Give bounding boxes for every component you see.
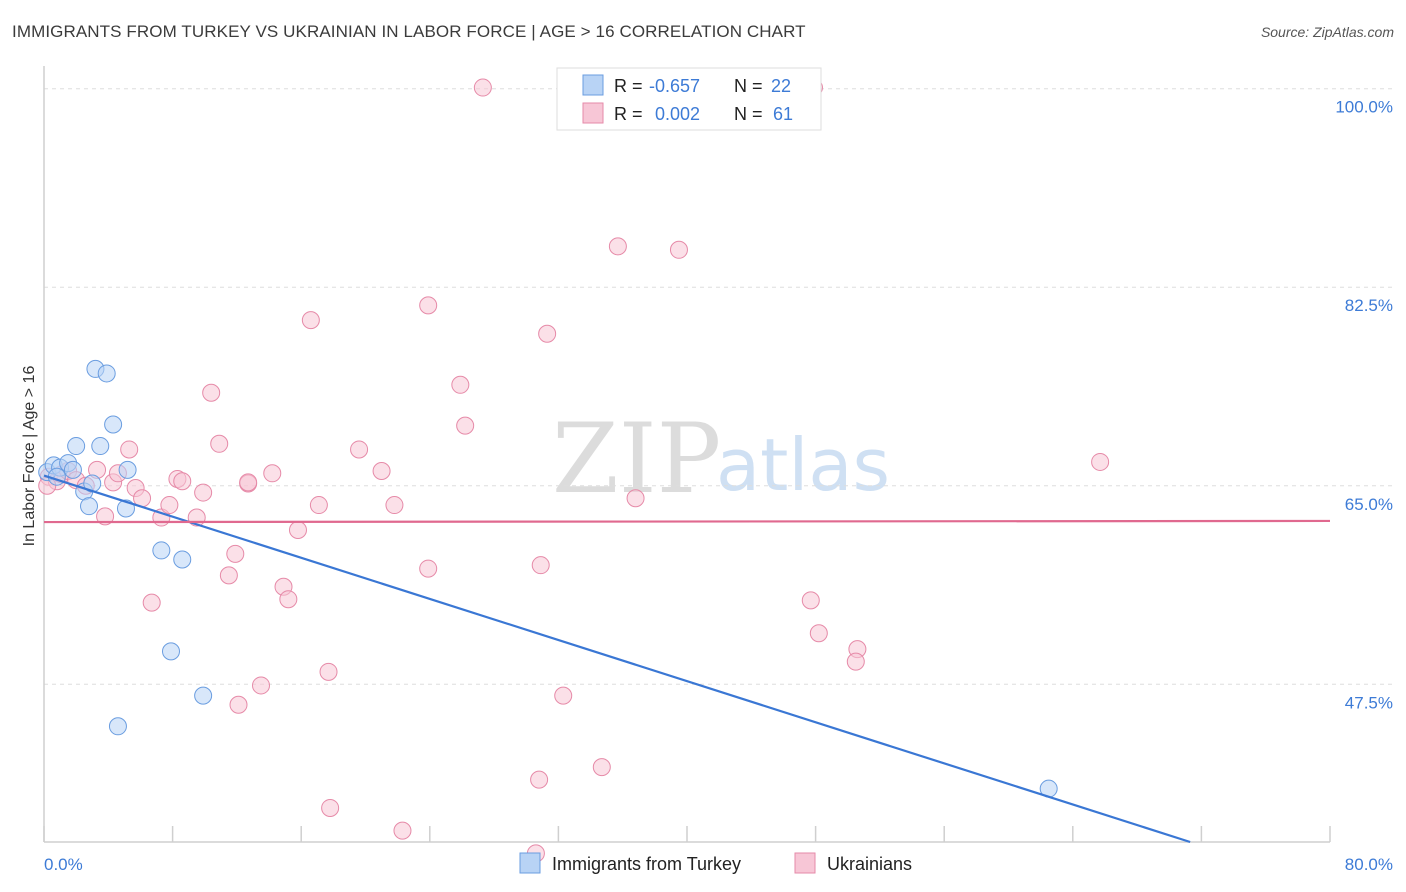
ukrainian-point — [301, 311, 320, 330]
turkey-point — [80, 497, 99, 516]
legend-n-value-ukrainians: 61 — [773, 104, 793, 124]
ukrainian-point — [321, 798, 340, 817]
ukrainian-point — [846, 652, 865, 671]
ukrainian-point — [350, 440, 369, 459]
ukrainian-point — [473, 78, 492, 97]
ukrainian-point — [210, 434, 229, 453]
turkey-point — [161, 642, 180, 661]
ukrainian-point — [252, 676, 271, 695]
series-legend: Immigrants from Turkey Ukrainians — [519, 852, 912, 874]
y-tick-label: 65.0% — [1345, 495, 1393, 514]
chart-title: IMMIGRANTS FROM TURKEY VS UKRAINIAN IN L… — [12, 22, 806, 41]
ukrainian-point — [142, 593, 161, 612]
ukrainian-point — [626, 489, 645, 508]
ukrainian-point — [669, 240, 688, 259]
turkey-point — [173, 550, 192, 569]
series-turkey — [38, 359, 1058, 798]
ukrainian-point — [226, 544, 245, 563]
legend-n-label-turkey: N = — [734, 76, 763, 96]
ukrainian-point — [319, 662, 338, 681]
trend-lines — [43, 474, 1331, 844]
turkey-point — [91, 437, 110, 456]
ukrainian-point — [1091, 452, 1110, 471]
ukrainian-point — [229, 695, 248, 714]
ukrainian-point — [219, 566, 238, 585]
ukrainian-point — [419, 559, 438, 578]
ukrainian-point — [279, 590, 298, 609]
y-axis-label: In Labor Force | Age > 16 — [21, 366, 38, 547]
legend-n-label-ukrainians: N = — [734, 104, 763, 124]
ukrainian-point — [538, 324, 557, 343]
turkey-point — [152, 541, 171, 560]
ukrainian-point — [456, 416, 475, 435]
gridlines — [44, 88, 1393, 685]
axes — [43, 66, 1331, 843]
y-tick-label: 82.5% — [1345, 296, 1393, 315]
ukrainian-point — [801, 591, 820, 610]
legend-r-value-ukrainians: 0.002 — [655, 104, 700, 124]
y-tick-label: 100.0% — [1335, 98, 1393, 117]
turkey-point — [97, 364, 116, 383]
ukrainian-point — [608, 237, 627, 256]
ukrainian-point — [531, 556, 550, 575]
legend-r-label-ukrainians: R = — [614, 104, 643, 124]
bottom-legend-swatch-turkey — [519, 852, 541, 874]
correlation-legend: R = -0.657 N = 22 R = 0.002 N = 61 — [556, 67, 822, 131]
bottom-legend-label-turkey: Immigrants from Turkey — [552, 854, 741, 874]
ukrainian-point — [160, 496, 179, 515]
ukrainian-point — [393, 821, 412, 840]
ukrainian-point — [239, 473, 258, 492]
bottom-legend-label-ukrainians: Ukrainians — [827, 854, 912, 874]
legend-swatch-ukrainians — [582, 102, 604, 124]
legend-r-label-turkey: R = — [614, 76, 643, 96]
bottom-legend-swatch-ukrainians — [794, 852, 816, 874]
ukrainian-point — [96, 507, 115, 526]
legend-n-value-turkey: 22 — [771, 76, 791, 96]
ukrainian-point — [288, 521, 307, 540]
legend-r-value-turkey: -0.657 — [649, 76, 700, 96]
ukrainian-point — [263, 464, 282, 483]
ukrainian-trend-line — [43, 519, 1331, 524]
turkey-point — [104, 415, 123, 434]
source-credit: Source: ZipAtlas.com — [1260, 24, 1394, 40]
ukrainian-point — [173, 472, 192, 491]
turkey-point — [63, 460, 82, 479]
ukrainian-point — [202, 383, 221, 402]
ukrainian-point — [809, 624, 828, 643]
turkey-point — [118, 460, 137, 479]
turkey-point — [194, 686, 213, 705]
y-tick-label: 47.5% — [1345, 693, 1393, 712]
turkey-trend-line — [43, 474, 1191, 844]
legend-swatch-turkey — [582, 74, 604, 96]
x-tick-label-max: 80.0% — [1345, 855, 1393, 874]
ukrainian-point — [385, 496, 404, 515]
ukrainian-point — [419, 296, 438, 315]
turkey-point — [67, 437, 86, 456]
ukrainian-point — [309, 496, 328, 515]
watermark: ZIP atlas — [552, 403, 890, 515]
ukrainian-point — [372, 462, 391, 481]
watermark-atlas: atlas — [716, 423, 890, 507]
y-tick-labels: 100.0% 82.5% 65.0% 47.5% — [1335, 98, 1393, 713]
x-tick-label-min: 0.0% — [44, 855, 83, 874]
ukrainian-point — [530, 770, 549, 789]
ukrainian-point — [592, 758, 611, 777]
ukrainian-point — [194, 483, 213, 502]
ukrainian-point — [451, 375, 470, 394]
turkey-point — [108, 717, 127, 736]
ukrainian-point — [554, 686, 573, 705]
ukrainian-point — [120, 440, 139, 459]
